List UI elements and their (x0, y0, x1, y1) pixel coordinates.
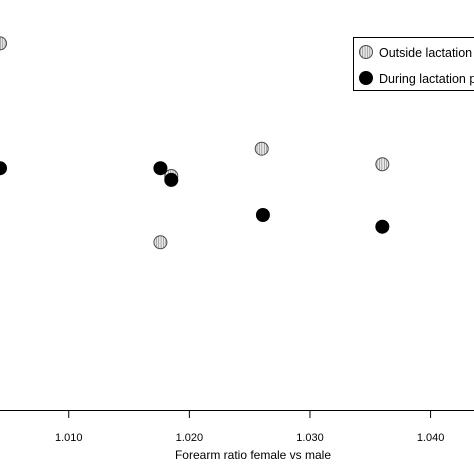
legend-marker-outside-lactation (359, 45, 373, 59)
legend-marker-during-lactation (359, 71, 373, 85)
x-tick-label: 1.020 (176, 432, 204, 444)
legend-label-outside-lactation: Outside lactation p (379, 46, 474, 60)
data-point-during-lactation (0, 161, 7, 176)
plot-area (0, 36, 390, 250)
data-point-during-lactation (255, 208, 270, 222)
data-point-during-lactation (164, 172, 179, 187)
data-point-outside-lactation (153, 235, 168, 250)
x-tick-label: 1.030 (296, 432, 324, 444)
x-tick-label: 1.010 (55, 432, 83, 444)
x-axis-label: Forearm ratio female vs male (175, 448, 331, 462)
x-tick-label: 1.040 (417, 432, 445, 444)
data-point-outside-lactation (254, 141, 269, 156)
legend-box (353, 37, 474, 91)
data-point-outside-lactation (0, 36, 7, 51)
legend: Outside lactation p During lactation pe (353, 37, 474, 91)
data-point-during-lactation (153, 161, 168, 176)
legend-label-during-lactation: During lactation pe (379, 72, 474, 86)
data-point-outside-lactation (375, 157, 390, 172)
data-point-during-lactation (375, 219, 390, 234)
x-axis-ticks: 1.010 1.020 1.030 1.040 (55, 410, 444, 444)
